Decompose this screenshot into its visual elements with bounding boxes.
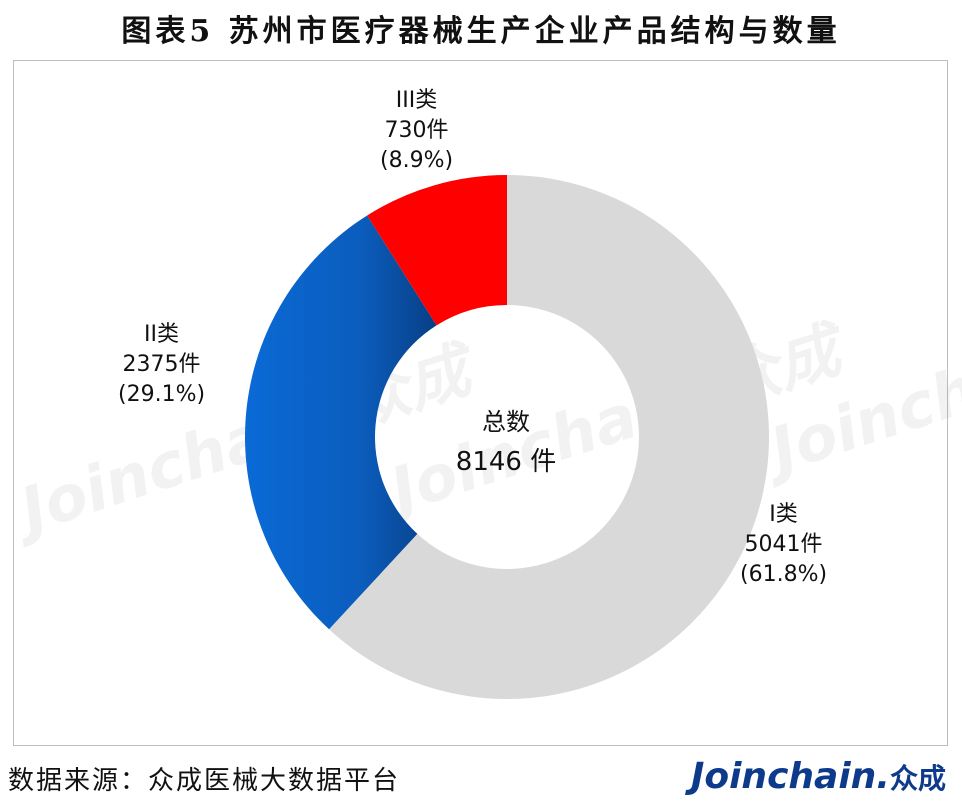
- chart-title: 图表5 苏州市医疗器械生产企业产品结构与数量: [121, 14, 841, 49]
- slice-label-percent-label: (8.9%): [380, 148, 454, 173]
- brand-logo: Joinchain.众成: [691, 756, 946, 797]
- slice-label: III类 730件 (8.9%): [380, 86, 453, 176]
- donut-slice-3: [367, 175, 507, 326]
- slice-label-name: III类: [395, 88, 438, 113]
- slice-label-count-label: 730件: [384, 118, 449, 143]
- slice-label-name: I类: [769, 502, 798, 527]
- donut-slice-1: [329, 175, 769, 699]
- center-label: 总数: [482, 408, 530, 436]
- donut-slice-2: [245, 215, 437, 630]
- slice-label-percent-label: (61.8%): [740, 562, 828, 587]
- slice-label-count-label: 2375件: [122, 352, 201, 377]
- brand-name: Joinchain: [690, 756, 877, 797]
- center-total: 8146 件: [455, 447, 557, 477]
- slice-label-percent-label: (29.1%): [118, 382, 206, 407]
- brand-dot: .: [876, 756, 890, 797]
- chart-frame: [13, 60, 948, 746]
- data-source: 数据来源：众成医械大数据平台: [8, 766, 401, 796]
- brand-cn: 众成: [889, 762, 946, 795]
- slice-label: I类 5041件 (61.8%): [740, 500, 827, 590]
- slice-label-count-label: 5041件: [744, 532, 823, 557]
- slice-label-name: II类: [144, 322, 180, 347]
- slice-label: II类 2375件 (29.1%): [118, 320, 205, 410]
